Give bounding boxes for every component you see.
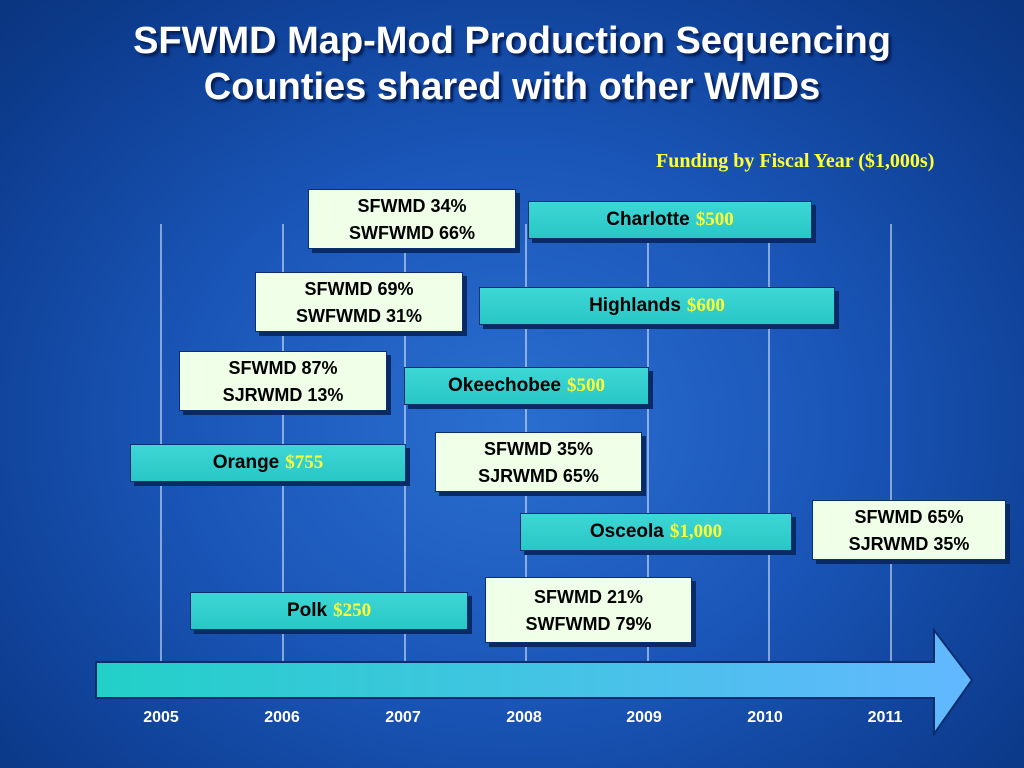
share-line: SJRWMD 13% [222, 385, 344, 405]
okeechobee-bar: Okeechobee $500 [404, 367, 649, 405]
county-amount: $1,000 [669, 521, 723, 542]
share-line: SFWMD 35% [483, 439, 593, 459]
share-line: SFWMD 87% [228, 358, 338, 378]
county-amount: $755 [285, 452, 324, 473]
share-line: SWFWMD 66% [349, 223, 475, 243]
title-line-1: SFWMD Map-Mod Production Sequencing [133, 20, 891, 62]
timeline-arrow [95, 628, 974, 738]
county-name: Polk [286, 600, 328, 621]
county-name: Osceola [589, 521, 664, 542]
slide-title: SFWMD Map-Mod Production Sequencing Coun… [0, 18, 1024, 110]
gridline-2007 [404, 224, 406, 662]
year-label-2008: 2008 [506, 709, 542, 726]
gridline-2009 [647, 224, 649, 662]
share-line: SFWMD 34% [357, 196, 467, 216]
funding-subtitle: Funding by Fiscal Year ($1,000s) [656, 150, 935, 172]
county-name: Orange [212, 452, 280, 473]
orange-bar: Orange $755 [130, 444, 406, 482]
osceola-share-box: SFWMD 65% SJRWMD 35% [812, 500, 1006, 560]
gridline-2010 [768, 224, 770, 662]
year-label-2007: 2007 [385, 709, 421, 726]
share-line: SWFWMD 79% [525, 614, 652, 634]
county-name: Charlotte [606, 209, 690, 230]
gridline-2011 [890, 224, 892, 662]
share-line: SFWMD 65% [854, 507, 964, 527]
year-label-2005: 2005 [143, 709, 179, 726]
county-amount: $500 [567, 375, 605, 396]
county-amount: $600 [686, 295, 725, 316]
okeechobee-share-box: SFWMD 87% SJRWMD 13% [179, 351, 387, 411]
highlands-share-box: SFWMD 69% SWFWMD 31% [255, 272, 463, 332]
share-line: SFWMD 69% [304, 279, 414, 299]
polk-bar: Polk $250 [190, 592, 468, 630]
polk-share-box: SFWMD 21% SWFWMD 79% [485, 577, 692, 643]
charlotte-share-box: SFWMD 34% SWFWMD 66% [308, 189, 516, 249]
county-amount: $250 [333, 600, 372, 621]
title-line-2: Counties shared with other WMDs [203, 66, 821, 108]
year-label-2010: 2010 [747, 709, 783, 726]
county-amount: $500 [695, 209, 734, 230]
charlotte-bar: Charlotte $500 [528, 201, 812, 239]
county-name: Highlands [589, 295, 681, 316]
county-name: Okeechobee [448, 375, 561, 396]
gridline-2005 [160, 224, 162, 662]
year-label-2006: 2006 [264, 709, 300, 726]
share-line: SFWMD 21% [533, 587, 643, 607]
highlands-bar: Highlands $600 [479, 287, 835, 325]
year-label-2011: 2011 [867, 709, 903, 726]
share-line: SWFWMD 31% [296, 306, 422, 326]
share-line: SJRWMD 35% [848, 534, 970, 554]
gridline-2006 [282, 224, 284, 662]
osceola-bar: Osceola $1,000 [520, 513, 792, 551]
share-line: SJRWMD 65% [478, 466, 599, 486]
orange-share-box: SFWMD 35% SJRWMD 65% [435, 432, 642, 492]
year-label-2009: 2009 [626, 709, 662, 726]
